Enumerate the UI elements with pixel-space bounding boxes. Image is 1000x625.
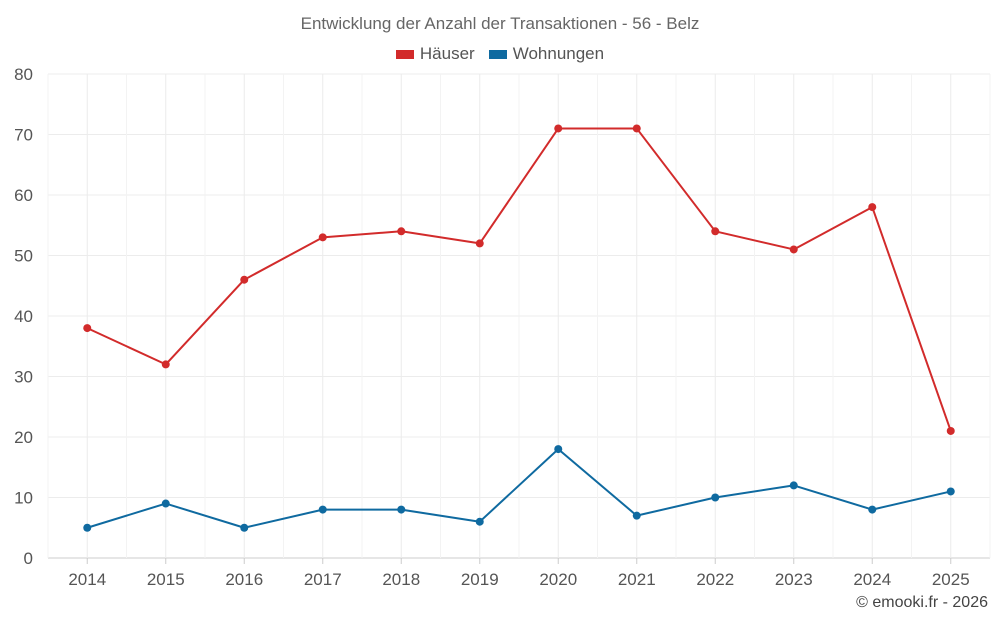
data-point-wohnungen[interactable]: [318, 505, 327, 514]
data-point-haeuser[interactable]: [554, 124, 563, 133]
series-line-haeuser: [86, 127, 952, 432]
data-point-haeuser[interactable]: [632, 124, 641, 133]
y-tick-label: 40: [14, 307, 33, 326]
data-point-haeuser[interactable]: [868, 203, 877, 212]
data-point-haeuser[interactable]: [711, 227, 720, 236]
data-point-wohnungen[interactable]: [83, 523, 92, 532]
data-point-haeuser[interactable]: [240, 275, 249, 284]
axes: 0 10 20 30 40 50 60 70 80 2014 2015 2016 2017 2018 201…: [14, 65, 970, 589]
legend-swatch-haeuser: [395, 49, 414, 59]
data-point-wohnungen[interactable]: [946, 487, 955, 496]
data-point-wohnungen[interactable]: [161, 499, 170, 508]
data-point-haeuser[interactable]: [475, 239, 484, 248]
x-tick-label: 2021: [618, 570, 656, 589]
data-point-haeuser[interactable]: [318, 233, 327, 242]
chart-title: Entwicklung der Anzahl der Transaktionen…: [300, 14, 700, 33]
data-point-haeuser[interactable]: [161, 360, 170, 369]
y-tick-label: 10: [14, 489, 33, 508]
x-tick-label: 2025: [932, 570, 970, 589]
x-tick-label: 2023: [775, 570, 813, 589]
x-tick-label: 2019: [461, 570, 499, 589]
series: [83, 124, 955, 532]
y-tick-label: 50: [14, 247, 33, 266]
data-point-wohnungen[interactable]: [868, 505, 877, 514]
data-point-wohnungen[interactable]: [554, 445, 563, 454]
legend-swatch-wohnungen: [488, 49, 507, 59]
data-point-haeuser[interactable]: [397, 227, 406, 236]
x-tick-label: 2014: [68, 570, 106, 589]
x-tick-label: 2017: [304, 570, 342, 589]
data-point-wohnungen[interactable]: [475, 517, 484, 526]
legend: Häuser Wohnungen: [0, 44, 1000, 64]
x-tick-label: 2016: [225, 570, 263, 589]
data-point-haeuser[interactable]: [83, 324, 92, 333]
series-line-wohnungen: [86, 448, 951, 529]
data-point-wohnungen[interactable]: [789, 481, 798, 490]
x-tick-label: 2018: [382, 570, 420, 589]
y-tick-label: 0: [24, 549, 33, 568]
y-tick-label: 20: [14, 428, 33, 447]
x-tick-label: 2022: [696, 570, 734, 589]
data-point-wohnungen[interactable]: [632, 511, 641, 520]
grid: [47, 73, 991, 559]
data-point-haeuser[interactable]: [946, 426, 955, 435]
data-point-haeuser[interactable]: [789, 245, 798, 254]
x-tick-label: 2020: [539, 570, 577, 589]
y-tick-label: 70: [14, 126, 33, 145]
data-point-wohnungen[interactable]: [240, 523, 249, 532]
legend-item-wohnungen[interactable]: Wohnungen: [488, 44, 605, 64]
legend-label-wohnungen: Wohnungen: [512, 44, 605, 63]
legend-item-haeuser[interactable]: Häuser: [395, 44, 475, 64]
y-tick-label: 30: [14, 368, 33, 387]
x-tick-label: 2015: [147, 570, 185, 589]
legend-label-haeuser: Häuser: [419, 44, 475, 63]
data-point-wohnungen[interactable]: [397, 505, 406, 514]
y-tick-label: 80: [14, 65, 33, 84]
x-tick-label: 2024: [853, 570, 891, 589]
credit-text: © emooki.fr - 2026: [856, 594, 988, 611]
data-point-wohnungen[interactable]: [711, 493, 720, 502]
y-tick-label: 60: [14, 186, 33, 205]
